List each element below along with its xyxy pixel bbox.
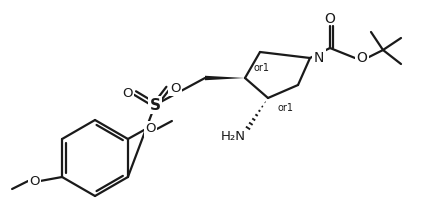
Text: H₂N: H₂N	[221, 129, 246, 142]
Text: O: O	[170, 82, 180, 95]
Text: O: O	[29, 174, 39, 187]
Text: N: N	[314, 51, 325, 65]
Text: O: O	[325, 12, 335, 26]
Text: O: O	[146, 123, 156, 136]
Text: O: O	[122, 86, 132, 99]
Polygon shape	[205, 76, 245, 80]
Text: or1: or1	[253, 63, 269, 73]
Text: O: O	[357, 51, 368, 65]
Text: S: S	[149, 97, 160, 112]
Text: or1: or1	[278, 103, 294, 113]
